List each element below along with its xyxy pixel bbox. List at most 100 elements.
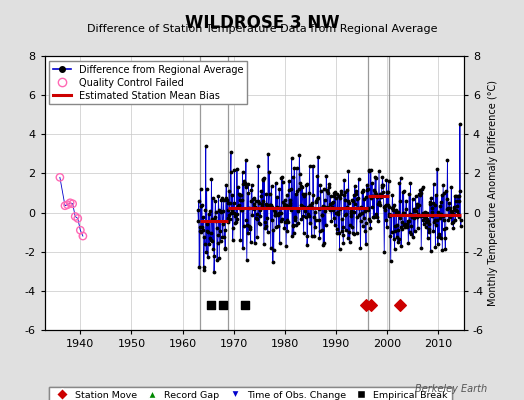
Point xyxy=(302,182,310,188)
Point xyxy=(440,216,448,223)
Point xyxy=(299,230,308,236)
Point xyxy=(222,194,230,201)
Point xyxy=(330,192,339,199)
Point xyxy=(393,222,401,228)
Point xyxy=(348,224,356,230)
Point xyxy=(396,197,405,204)
Point xyxy=(278,178,287,185)
Point xyxy=(315,217,323,223)
Point xyxy=(299,213,308,219)
Point xyxy=(246,238,255,245)
Point xyxy=(297,202,305,208)
Point xyxy=(206,301,215,308)
Point xyxy=(417,245,425,251)
Point xyxy=(323,204,332,210)
Point xyxy=(336,188,345,194)
Point xyxy=(201,206,210,213)
Point xyxy=(318,212,326,218)
Point xyxy=(63,202,72,208)
Point xyxy=(290,229,298,236)
Point xyxy=(339,224,347,230)
Point xyxy=(438,246,446,253)
Point xyxy=(416,187,424,193)
Point xyxy=(212,218,221,224)
Point xyxy=(356,245,365,252)
Point xyxy=(373,214,381,220)
Point xyxy=(253,234,261,240)
Point xyxy=(303,241,311,248)
Point xyxy=(61,202,69,209)
Point xyxy=(223,200,232,206)
Point xyxy=(296,170,304,177)
Point xyxy=(429,228,438,234)
Point xyxy=(278,174,287,180)
Point xyxy=(236,237,245,243)
Point xyxy=(276,217,285,224)
Point xyxy=(307,204,315,210)
Point xyxy=(328,204,336,210)
Point xyxy=(311,209,319,215)
Point xyxy=(332,230,341,236)
Point xyxy=(374,218,383,224)
Point xyxy=(249,205,257,212)
Point xyxy=(343,198,352,204)
Point xyxy=(398,219,406,226)
Point xyxy=(313,173,322,179)
Point xyxy=(413,214,422,220)
Point xyxy=(309,162,317,169)
Point xyxy=(244,190,252,196)
Point xyxy=(430,216,439,223)
Point xyxy=(425,229,433,236)
Point xyxy=(306,202,314,208)
Point xyxy=(237,197,246,204)
Point xyxy=(244,181,253,187)
Point xyxy=(408,195,417,202)
Point xyxy=(370,213,378,220)
Point xyxy=(194,218,203,224)
Point xyxy=(248,212,257,218)
Point xyxy=(391,223,399,229)
Point xyxy=(239,181,247,187)
Point xyxy=(203,221,212,228)
Point xyxy=(455,214,464,220)
Point xyxy=(315,235,324,242)
Point xyxy=(230,166,238,173)
Point xyxy=(396,215,404,221)
Point xyxy=(227,149,235,155)
Point xyxy=(246,226,254,232)
Point xyxy=(281,219,289,225)
Point xyxy=(304,210,312,217)
Point xyxy=(202,249,210,256)
Point xyxy=(441,246,450,252)
Point xyxy=(282,217,291,223)
Point xyxy=(268,204,277,210)
Point xyxy=(350,209,358,215)
Point xyxy=(231,213,239,219)
Point xyxy=(455,197,463,204)
Point xyxy=(388,192,397,198)
Point xyxy=(201,240,209,247)
Point xyxy=(406,180,414,186)
Point xyxy=(340,176,348,183)
Point xyxy=(217,195,226,202)
Point xyxy=(425,221,433,228)
Point xyxy=(406,229,414,236)
Point xyxy=(56,174,64,180)
Point xyxy=(452,207,461,214)
Point xyxy=(440,226,449,232)
Point xyxy=(363,182,371,188)
Point xyxy=(221,244,230,251)
Point xyxy=(328,200,336,206)
Point xyxy=(252,198,260,204)
Point xyxy=(198,202,206,208)
Point xyxy=(380,249,388,255)
Point xyxy=(425,199,434,205)
Point xyxy=(264,151,272,157)
Point xyxy=(280,202,288,209)
Point xyxy=(222,182,231,188)
Point xyxy=(195,224,204,230)
Point xyxy=(449,211,457,217)
Point xyxy=(245,205,253,212)
Point xyxy=(226,168,235,175)
Point xyxy=(334,230,343,236)
